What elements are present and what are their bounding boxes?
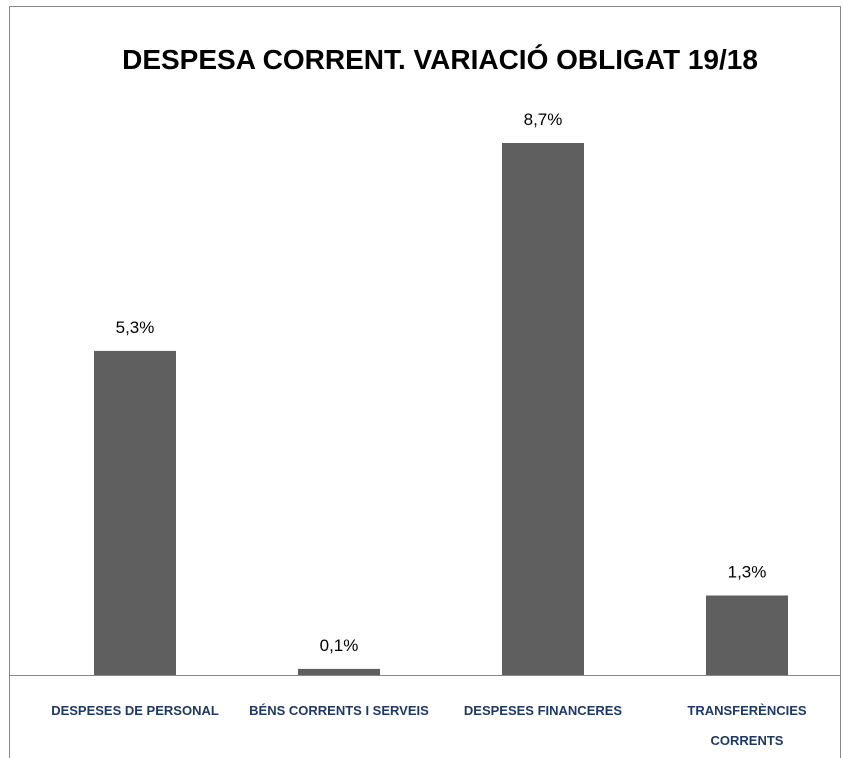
bar [94,350,176,675]
x-tick-label: BÉNS CORRENTS I SERVEIS [249,703,429,718]
bar [502,143,584,675]
chart-border [9,6,841,758]
chart-title: DESPESA CORRENT. VARIACIÓ OBLIGAT 19/18 [122,44,758,75]
data-label: 8,7% [524,110,563,129]
x-tick-label: DESPESES DE PERSONAL [51,703,219,718]
data-label: 0,1% [320,636,359,655]
data-label: 5,3% [116,318,155,337]
x-tick-label: DESPESES FINANCERES [463,703,623,718]
bar [298,668,380,675]
x-tick-label: TRANSFERÈNCIES CORRENTS [687,703,807,748]
data-label: 1,3% [728,563,767,582]
bar [706,595,788,675]
